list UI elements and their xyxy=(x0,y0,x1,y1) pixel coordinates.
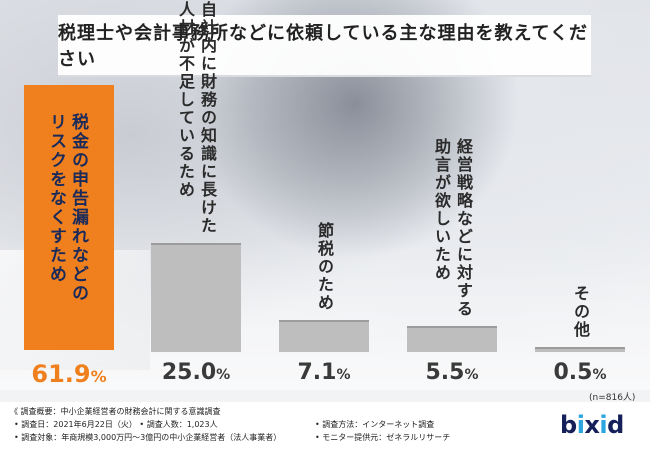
bar-4 xyxy=(407,326,497,352)
sample-size-note: (n=816人) xyxy=(589,393,636,403)
value-unit-4: % xyxy=(464,367,479,383)
survey-heading: 《 調査概要：中小企業経営者の財務会計に関する意識調査 xyxy=(10,407,221,416)
survey-info-3: • 調査方法：インターネット調査 xyxy=(315,420,435,429)
bixid-logo: bixid xyxy=(560,411,624,439)
bar-3 xyxy=(279,319,369,352)
value-label-2: 25.0% xyxy=(141,360,251,385)
survey-info-1: • 調査日：2021年6月22日（火） • 調査人数：1,023人 xyxy=(14,420,218,429)
value-label-4: 5.5% xyxy=(397,360,507,385)
value-number-4: 5.5 xyxy=(425,360,465,385)
category-label-2: 自社内に財務の知識に長けた 人材が不足しているため xyxy=(176,0,217,235)
survey-info-2: • 調査対象：年商規模3,000万円～3億円の中小企業経営者（法人事業者） xyxy=(14,433,282,442)
value-label-3: 7.1% xyxy=(269,360,379,385)
bar-5 xyxy=(535,347,625,352)
category-label-3: 節税のため xyxy=(315,221,334,312)
value-number-2: 25.0 xyxy=(161,360,217,385)
value-number-5: 0.5 xyxy=(553,360,593,385)
value-unit-3: % xyxy=(336,367,351,383)
survey-info-4: • モニター提供元：ゼネラルリサーチ xyxy=(315,433,451,442)
title-banner: 税理士や会計事務所などに依頼している主な理由を教えてください xyxy=(58,15,591,77)
value-unit-2: % xyxy=(216,367,231,383)
value-unit-5: % xyxy=(592,367,607,383)
value-label-1: 61.9% xyxy=(14,360,124,388)
value-number-1: 61.9 xyxy=(31,360,91,388)
bar-1 xyxy=(24,85,114,350)
value-unit-1: % xyxy=(90,367,107,386)
value-label-5: 0.5% xyxy=(525,360,635,385)
category-label-4: 経営戦略などに対する 助言が欲しいため xyxy=(432,138,473,319)
bar-2 xyxy=(151,242,241,352)
category-label-5: その他 xyxy=(571,285,590,339)
survey-footer: 《 調査概要：中小企業経営者の財務会計に関する意識調査 • 調査日：2021年6… xyxy=(0,402,650,450)
chart-title: 税理士や会計事務所などに依頼している主な理由を教えてください xyxy=(58,23,589,70)
category-label-1: 税金の申告漏れなどの リスクをなくすため xyxy=(46,113,88,303)
value-number-3: 7.1 xyxy=(297,360,337,385)
